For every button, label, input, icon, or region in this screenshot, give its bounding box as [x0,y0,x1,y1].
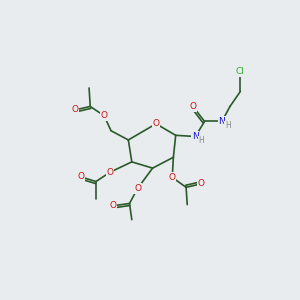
Text: O: O [198,179,205,188]
Text: O: O [110,201,117,210]
Text: O: O [169,173,176,182]
Text: H: H [198,136,204,145]
Text: Cl: Cl [236,67,245,76]
Text: O: O [72,105,79,114]
Text: O: O [190,102,196,111]
Text: H: H [225,121,230,130]
Text: O: O [106,168,113,177]
Text: O: O [100,111,108,120]
Text: O: O [134,184,141,193]
Text: N: N [218,117,225,126]
Text: N: N [192,132,199,141]
Text: O: O [77,172,85,182]
Text: O: O [153,119,160,128]
